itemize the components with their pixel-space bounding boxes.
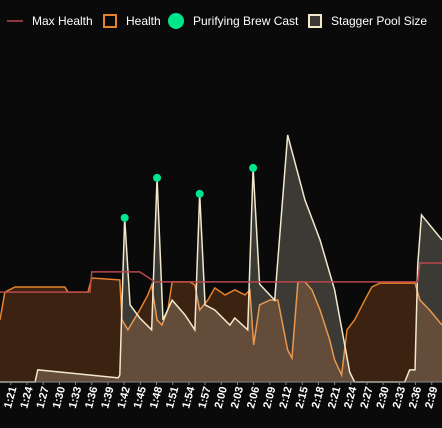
x-tick-label: 2:12 [277,385,294,409]
point [120,213,129,222]
legend-label: Health [126,14,161,28]
legend-swatch [103,14,117,28]
x-tick-label: 2:24 [342,385,360,410]
point [153,173,162,182]
legend-label: Purifying Brew Cast [193,14,299,28]
x-tick-label: 1:36 [83,385,100,409]
x-tick-label: 1:51 [164,385,181,409]
x-tick-label: 2:36 [407,385,424,409]
x-tick-label: 1:39 [99,385,116,409]
x-tick-label: 1:21 [2,385,19,409]
x-tick-label: 1:45 [132,385,149,409]
x-tick-label: 1:27 [35,385,52,409]
x-tick-label: 2:21 [326,385,343,409]
line [0,262,442,293]
x-tick-label: 2:09 [261,385,278,409]
legend-label: Max Health [32,14,93,28]
x-tick-label: 2:30 [375,385,392,409]
legend-label: Stagger Pool Size [331,14,427,28]
legend: Max Health Health Purifying Brew Cast St… [7,13,427,29]
x-tick-label: 2:03 [229,385,246,409]
x-tick-label: 2:18 [310,385,327,409]
x-tick-label: 2:15 [294,385,311,409]
x-tick-label: 1:42 [116,385,133,409]
x-tick-label: 2:00 [213,385,230,409]
area-fill [0,134,442,382]
area-fill [0,278,442,382]
x-tick-label: 1:33 [67,385,84,409]
x-tick-label: 1:30 [51,385,68,409]
point [195,189,204,198]
x-tick-label: 1:57 [196,385,213,409]
point [249,163,258,172]
x-tick-label: 1:24 [18,385,36,410]
x-tick-label: 2:33 [391,385,408,409]
legend-swatch [168,13,184,29]
x-tick-label: 1:54 [180,385,198,410]
x-tick-label: 2:27 [358,385,375,409]
legend-swatch [308,14,322,28]
x-tick-label: 2:39 [423,385,440,409]
x-tick-label: 2:06 [245,385,262,409]
x-tick-label: 1:48 [148,385,165,409]
